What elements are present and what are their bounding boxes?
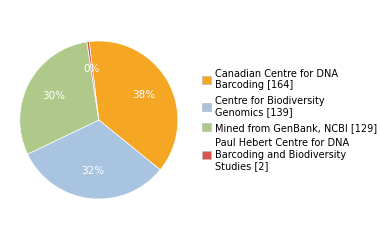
Wedge shape [89,41,178,170]
Wedge shape [28,120,160,199]
Text: 38%: 38% [132,90,155,100]
Text: 0%: 0% [84,64,100,74]
Wedge shape [20,42,99,154]
Text: 32%: 32% [81,166,104,176]
Text: 30%: 30% [42,91,65,101]
Wedge shape [87,42,99,120]
Legend: Canadian Centre for DNA
Barcoding [164], Centre for Biodiversity
Genomics [139],: Canadian Centre for DNA Barcoding [164],… [203,69,377,171]
